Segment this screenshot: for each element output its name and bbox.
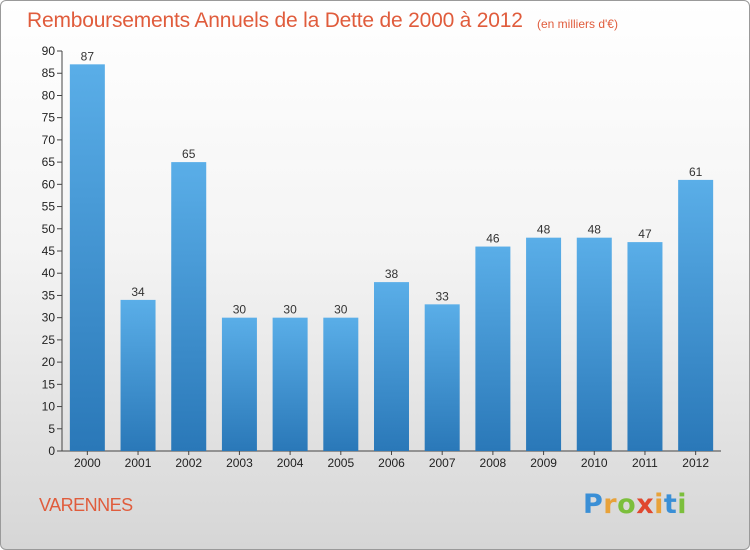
x-tick-label: 2010 xyxy=(581,456,608,470)
y-tick-label: 55 xyxy=(42,200,56,214)
data-label: 33 xyxy=(436,289,450,303)
data-label: 30 xyxy=(283,303,297,317)
x-tick-label: 2002 xyxy=(175,456,202,470)
x-tick-label: 2011 xyxy=(632,456,658,470)
data-label: 30 xyxy=(233,303,247,317)
y-tick-label: 50 xyxy=(42,222,56,236)
bar xyxy=(171,162,207,451)
y-tick-label: 15 xyxy=(42,377,56,391)
data-label: 30 xyxy=(334,303,348,317)
bar xyxy=(69,64,105,452)
bar xyxy=(221,317,257,451)
x-tick-label: 2004 xyxy=(277,456,304,470)
y-tick-label: 65 xyxy=(42,155,56,169)
y-tick-label: 45 xyxy=(42,244,56,258)
y-tick-label: 60 xyxy=(42,177,56,191)
bar xyxy=(526,237,562,451)
logo-letter: x xyxy=(636,489,655,520)
data-label: 48 xyxy=(537,223,551,237)
y-tick-label: 40 xyxy=(42,266,56,280)
data-label: 38 xyxy=(385,267,399,281)
data-label: 65 xyxy=(182,147,196,161)
logo-letter: r xyxy=(603,489,618,520)
data-label: 34 xyxy=(131,285,145,299)
x-tick-label: 2012 xyxy=(682,456,709,470)
logo-letter: t xyxy=(663,489,678,520)
chart-title: Remboursements Annuels de la Dette de 20… xyxy=(27,9,523,32)
x-tick-label: 2000 xyxy=(74,456,101,470)
logo-letter: P xyxy=(583,489,604,520)
y-tick-label: 85 xyxy=(42,66,56,80)
y-tick-label: 25 xyxy=(42,333,56,347)
y-tick-label: 20 xyxy=(42,355,56,369)
x-tick-label: 2006 xyxy=(378,456,405,470)
y-tick-label: 30 xyxy=(42,311,56,325)
proxiti-logo[interactable]: Proxiti xyxy=(583,489,687,520)
y-tick-label: 90 xyxy=(42,44,56,58)
x-tick-label: 2003 xyxy=(226,456,253,470)
data-label: 87 xyxy=(81,49,95,63)
bar xyxy=(323,317,359,451)
y-tick-label: 5 xyxy=(48,422,55,436)
y-tick-label: 80 xyxy=(42,88,56,102)
x-tick-label: 2001 xyxy=(125,456,152,470)
bar xyxy=(272,317,308,451)
commune-name: VARENNES xyxy=(39,495,133,515)
y-tick-label: 10 xyxy=(42,400,56,414)
data-label: 48 xyxy=(588,223,602,237)
logo-letter: i xyxy=(677,489,688,520)
logo-letter: o xyxy=(617,489,637,520)
logo-letter: i xyxy=(654,489,664,520)
y-tick-label: 0 xyxy=(48,444,55,458)
x-tick-label: 2005 xyxy=(327,456,354,470)
data-label: 46 xyxy=(486,232,500,246)
x-tick-label: 2007 xyxy=(429,456,456,470)
bar xyxy=(120,299,156,451)
y-tick-label: 75 xyxy=(42,111,56,125)
y-tick-label: 70 xyxy=(42,133,56,147)
bar xyxy=(374,282,409,451)
x-tick-label: 2008 xyxy=(480,456,507,470)
bar xyxy=(627,242,663,451)
bar xyxy=(424,304,460,451)
x-tick-label: 2009 xyxy=(530,456,557,470)
data-label: 61 xyxy=(689,165,703,179)
bar xyxy=(678,179,714,451)
bar xyxy=(475,246,511,451)
bar xyxy=(576,237,612,451)
y-tick-label: 35 xyxy=(42,288,56,302)
chart-subtitle: (en milliers d'€) xyxy=(537,17,618,31)
data-label: 47 xyxy=(638,227,652,241)
